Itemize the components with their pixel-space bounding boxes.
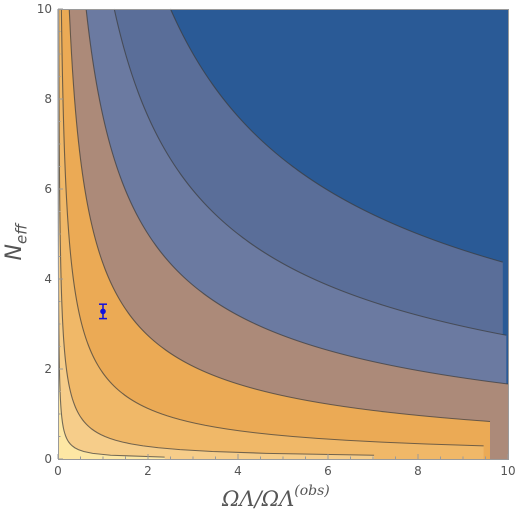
contour-region — [58, 9, 508, 459]
y-tick-label: 6 — [44, 182, 52, 196]
y-tick-label: 2 — [44, 362, 52, 376]
data-point-group — [99, 303, 107, 320]
x-tick-label: 0 — [54, 464, 62, 478]
x-tick-label: 2 — [144, 464, 152, 478]
contour-fill-regions — [58, 9, 508, 459]
y-tick-label: 8 — [44, 92, 52, 106]
x-tick-label: 8 — [414, 464, 422, 478]
contour-line — [169, 8, 503, 263]
x-tick-label: 10 — [500, 464, 515, 478]
contour-line — [60, 8, 484, 447]
y-tick-label: 4 — [44, 272, 52, 286]
y-axis-label: Neff — [2, 223, 31, 261]
y-tick-label: 10 — [37, 2, 52, 16]
axis-ticks: 0 2 4 6 8 10 0 2 4 6 8 10 — [37, 2, 516, 478]
y-tick-label: 0 — [44, 452, 52, 466]
x-tick-label: 4 — [234, 464, 242, 478]
x-tick-label: 6 — [324, 464, 332, 478]
contour-region — [58, 9, 484, 459]
contour-line — [85, 8, 509, 385]
data-point — [100, 308, 106, 315]
contour-line — [113, 8, 507, 336]
contour-line — [68, 8, 491, 423]
x-axis-label: ΩΛ/ΩΛ(obs) — [222, 483, 330, 511]
